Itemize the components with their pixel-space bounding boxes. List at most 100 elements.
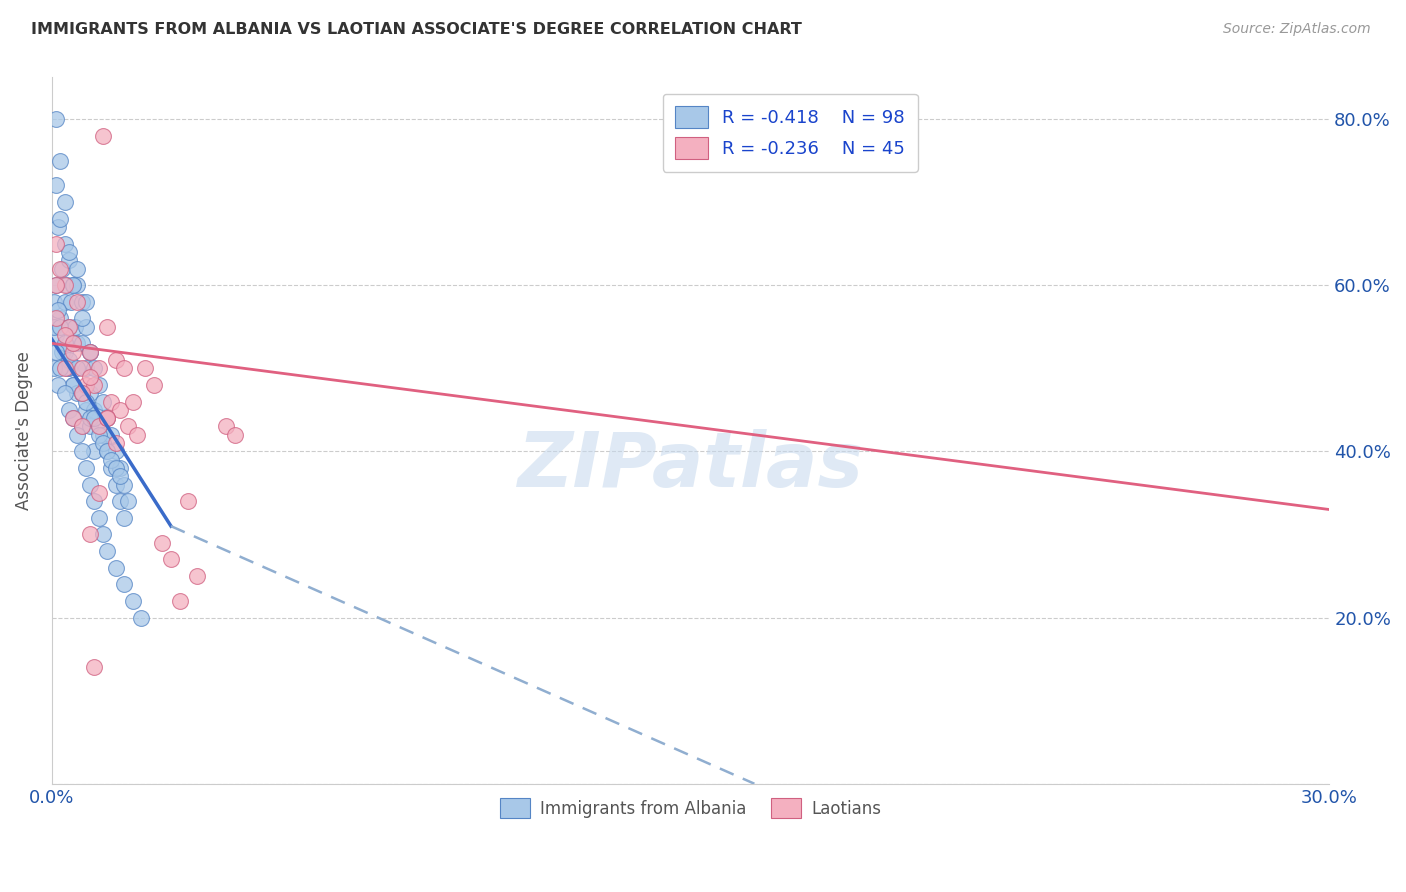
Point — [79, 344, 101, 359]
Point — [58, 402, 80, 417]
Point — [104, 560, 127, 574]
Point — [87, 427, 110, 442]
Point — [70, 311, 93, 326]
Point — [129, 610, 152, 624]
Text: ZIPatlas: ZIPatlas — [517, 429, 863, 503]
Point — [66, 427, 89, 442]
Point — [108, 461, 131, 475]
Point — [100, 394, 122, 409]
Point — [58, 253, 80, 268]
Point — [100, 427, 122, 442]
Point — [63, 319, 86, 334]
Point — [79, 344, 101, 359]
Point — [79, 527, 101, 541]
Point — [91, 394, 114, 409]
Point — [45, 236, 67, 251]
Point — [134, 361, 156, 376]
Point — [45, 311, 67, 326]
Point — [112, 577, 135, 591]
Point — [83, 361, 105, 376]
Point — [104, 444, 127, 458]
Point — [53, 386, 76, 401]
Point — [83, 660, 105, 674]
Point — [66, 336, 89, 351]
Point — [96, 411, 118, 425]
Point — [83, 377, 105, 392]
Point — [79, 386, 101, 401]
Point — [70, 361, 93, 376]
Point — [55, 361, 77, 376]
Point — [75, 394, 97, 409]
Point — [91, 436, 114, 450]
Point — [152, 535, 174, 549]
Point — [70, 419, 93, 434]
Point — [104, 436, 127, 450]
Point — [224, 427, 246, 442]
Point — [91, 128, 114, 143]
Point — [58, 319, 80, 334]
Point — [53, 236, 76, 251]
Point — [169, 594, 191, 608]
Point — [70, 386, 93, 401]
Point — [46, 377, 69, 392]
Point — [62, 411, 84, 425]
Point — [79, 411, 101, 425]
Point — [121, 594, 143, 608]
Point — [70, 294, 93, 309]
Point — [215, 419, 238, 434]
Point — [142, 377, 165, 392]
Point — [46, 303, 69, 318]
Point — [45, 344, 67, 359]
Point — [70, 444, 93, 458]
Point — [108, 494, 131, 508]
Point — [53, 328, 76, 343]
Point — [46, 219, 69, 234]
Point — [45, 328, 67, 343]
Point — [58, 353, 80, 368]
Point — [117, 419, 139, 434]
Point — [112, 511, 135, 525]
Point — [66, 261, 89, 276]
Point — [58, 244, 80, 259]
Point — [96, 444, 118, 458]
Point — [96, 319, 118, 334]
Point — [58, 319, 80, 334]
Point — [42, 319, 65, 334]
Point — [62, 411, 84, 425]
Point — [66, 361, 89, 376]
Point — [87, 419, 110, 434]
Point — [42, 294, 65, 309]
Point — [83, 444, 105, 458]
Point — [121, 394, 143, 409]
Point — [112, 361, 135, 376]
Point — [75, 377, 97, 392]
Point — [70, 419, 93, 434]
Point — [49, 319, 72, 334]
Point — [96, 444, 118, 458]
Point — [45, 278, 67, 293]
Point — [62, 278, 84, 293]
Point — [62, 377, 84, 392]
Point — [96, 411, 118, 425]
Point — [87, 377, 110, 392]
Point — [62, 377, 84, 392]
Point — [51, 261, 73, 276]
Y-axis label: Associate's Degree: Associate's Degree — [15, 351, 32, 510]
Text: Source: ZipAtlas.com: Source: ZipAtlas.com — [1223, 22, 1371, 37]
Legend: Immigrants from Albania, Laotians: Immigrants from Albania, Laotians — [494, 791, 887, 825]
Point — [91, 427, 114, 442]
Point — [108, 402, 131, 417]
Point — [49, 361, 72, 376]
Point — [75, 402, 97, 417]
Point — [75, 461, 97, 475]
Text: IMMIGRANTS FROM ALBANIA VS LAOTIAN ASSOCIATE'S DEGREE CORRELATION CHART: IMMIGRANTS FROM ALBANIA VS LAOTIAN ASSOC… — [31, 22, 801, 37]
Point — [70, 386, 93, 401]
Point — [79, 477, 101, 491]
Point — [87, 486, 110, 500]
Point — [96, 544, 118, 558]
Point — [83, 411, 105, 425]
Point — [75, 294, 97, 309]
Point — [96, 411, 118, 425]
Point — [66, 386, 89, 401]
Point — [186, 569, 208, 583]
